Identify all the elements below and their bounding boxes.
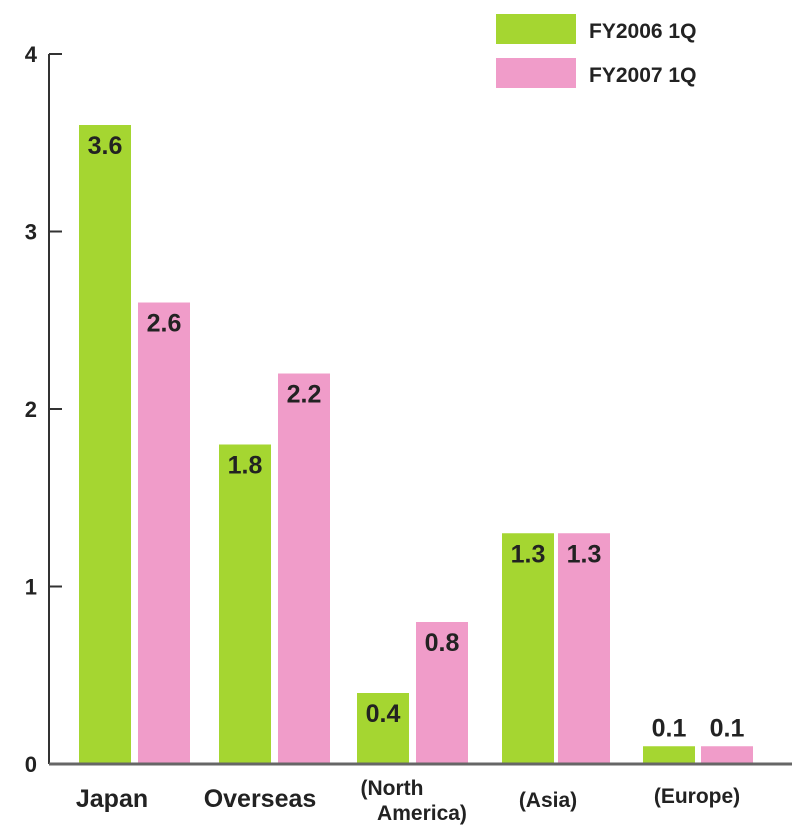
- legend-label: FY2007 1Q: [589, 64, 696, 87]
- data-label: 0.1: [710, 714, 745, 742]
- y-tick-label: 3: [25, 220, 37, 245]
- data-label: 0.1: [652, 714, 687, 742]
- legend-swatch: [496, 58, 576, 88]
- bars: [79, 125, 753, 764]
- bar: [701, 746, 753, 764]
- legend-label: FY2006 1Q: [589, 20, 696, 43]
- bar: [502, 533, 554, 764]
- data-label: 1.3: [567, 540, 602, 568]
- data-label: 2.6: [147, 310, 182, 338]
- data-labels: 3.6 1.8 0.4 1.3 0.1 2.6 2.2 0.8 1.3 0.1: [88, 132, 745, 742]
- y-axis: 0 1 2 3 4: [25, 42, 62, 777]
- y-tick-label: 2: [25, 397, 37, 422]
- data-label: 1.8: [228, 452, 263, 480]
- data-label: 2.2: [287, 381, 322, 409]
- data-label: 0.8: [425, 629, 460, 657]
- data-label: 0.4: [366, 700, 401, 728]
- x-category-label: Overseas: [204, 785, 317, 813]
- x-axis: Japan Overseas (North America) (Asia) (Europe…: [49, 762, 792, 825]
- legend: FY2006 1Q FY2007 1Q: [496, 14, 696, 88]
- bar: [79, 125, 131, 764]
- x-category-label: (Asia): [519, 789, 577, 812]
- bar: [643, 746, 695, 764]
- legend-swatch: [496, 14, 576, 44]
- x-category-label: (Europe): [654, 785, 740, 808]
- y-tick-label: 4: [25, 42, 38, 67]
- bar: [558, 533, 610, 764]
- data-label: 3.6: [88, 132, 123, 160]
- bar: [416, 622, 468, 764]
- data-label: 1.3: [511, 540, 546, 568]
- y-tick-label: 1: [25, 575, 37, 600]
- bar: [278, 373, 330, 764]
- x-category-label: (North America): [361, 777, 467, 825]
- bar: [219, 444, 271, 764]
- bar: [138, 302, 190, 764]
- y-tick-label: 0: [25, 752, 37, 777]
- x-category-label: Japan: [76, 785, 148, 813]
- bar: [357, 693, 409, 764]
